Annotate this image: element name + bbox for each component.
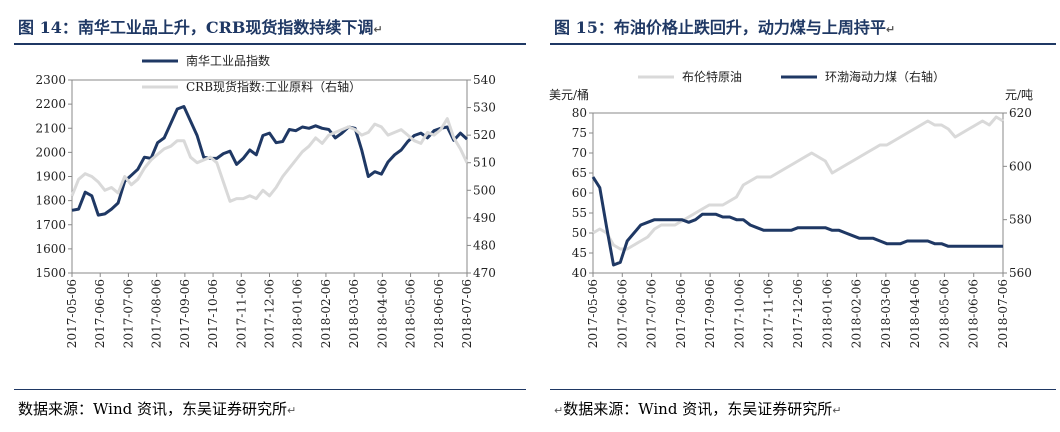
x-axis-tick-label: 2017-05-06 [65,279,79,348]
x-axis-tick-label: 2018-07-06 [460,279,474,348]
series-line [70,117,469,203]
chart-15: 40 45 50 55 60 65 70 75 80 560 580 600 620 2017-05-06… [549,69,1033,348]
left-axis-tick-label: 65 [572,166,587,180]
left-axis-tick-label: 75 [572,126,587,140]
right-axis-tick-label: 540 [473,73,496,87]
right-axis-tick-label: 510 [473,156,496,170]
x-axis-tick-label: 2017-12-06 [791,279,805,348]
x-axis-tick-label: 2018-01-06 [291,279,305,348]
source-text: 数据来源：Wind 资讯，东吴证券研究所 [563,400,833,418]
left-axis-tick-label: 50 [572,226,587,240]
x-axis-tick-label: 2017-09-06 [178,279,192,348]
x-axis-tick-label: 2018-05-06 [404,279,418,348]
x-axis-tick-label: 2018-03-06 [879,279,893,348]
x-axis-tick-label: 2018-06-06 [967,279,981,348]
x-axis-tick-label: 2018-02-06 [850,279,864,348]
x-axis-tick-label: 2017-07-06 [121,279,135,348]
figure-15-panel: 图 15：布油价格止跌回升，动力煤与上周持平↵ 40 45 50 55 60 65 70 75… [536,0,1060,432]
x-axis-tick-label: 2017-10-06 [732,279,746,348]
left-axis-tick-label: 1700 [35,218,66,232]
x-axis-tick-label: 2018-04-06 [908,279,922,348]
left-axis-tick-label: 2000 [35,145,66,159]
source-text: 数据来源：Wind 资讯，东吴证券研究所 [18,400,287,418]
series-line [591,176,1003,267]
chart-14: 1500 1600 1700 1800 1900 2000 2100 2200 2300 470 4… [35,53,496,348]
source-note: 数据来源：Wind 资讯，东吴证券研究所↵ [18,398,296,419]
right-axis-tick-label: 490 [473,211,496,225]
left-axis-tick-label: 2100 [35,121,66,135]
left-axis-unit: 美元/桶 [549,87,589,102]
x-axis-tick-label: 2018-04-06 [375,279,389,348]
x-axis-tick-label: 2017-08-06 [674,279,688,348]
x-axis-tick-label: 2017-07-06 [645,279,659,348]
figure-title: 图 14：南华工业品上升，CRB现货指数持续下调↵ [18,14,383,38]
x-axis-tick-label: 2017-08-06 [150,279,164,348]
title-divider [14,43,526,45]
series-line [592,115,1004,251]
legend-label: 布伦特原油 [682,69,742,84]
paragraph-mark: ↵ [885,23,896,36]
right-axis-tick-label: 530 [473,101,496,115]
x-axis-tick-label: 2017-11-06 [234,279,248,348]
left-axis-tick-label: 70 [572,146,587,160]
x-axis-tick-label: 2018-02-06 [319,279,333,348]
figure-title-text: 图 14：南华工业品上升，CRB现货指数持续下调 [18,18,374,37]
x-axis-tick-label: 2018-07-06 [996,279,1010,348]
right-axis-tick-label: 470 [473,266,496,280]
x-axis-tick-label: 2017-10-06 [206,279,220,348]
left-axis-tick-label: 1600 [35,242,66,256]
left-axis-tick-label: 55 [572,206,587,220]
x-axis-tick-label: 2018-05-06 [937,279,951,348]
right-axis-tick-label: 620 [1009,106,1032,120]
right-axis-tick-label: 520 [473,128,496,142]
right-axis-tick-label: 580 [1009,213,1032,227]
right-axis-tick-label: 560 [1009,266,1032,280]
legend-label: CRB现货指数:工业原料（右轴） [186,79,361,94]
x-axis-tick-label: 2017-12-06 [263,279,277,348]
left-axis-tick-label: 1500 [35,266,66,280]
left-axis-tick-label: 60 [572,186,587,200]
paragraph-mark: ↵ [286,404,297,417]
left-axis-tick-label: 2200 [35,97,66,111]
title-divider [550,43,1056,45]
left-axis-tick-label: 1900 [35,170,66,184]
left-axis-tick-label: 80 [572,106,587,120]
paragraph-mark: ↵ [554,404,564,417]
x-axis-tick-label: 2018-06-06 [432,279,446,348]
left-axis-tick-label: 1800 [35,194,66,208]
right-axis-unit: 元/吨 [1005,88,1033,102]
x-axis-tick-label: 2018-03-06 [347,279,361,348]
figure-14-panel: 图 14：南华工业品上升，CRB现货指数持续下调↵ 1500 1600 1700 18… [14,14,526,419]
x-axis-tick-label: 2017-05-06 [586,279,600,348]
source-divider [14,389,526,390]
figure-title-text: 图 15：布油价格止跌回升，动力煤与上周持平 [554,18,886,37]
paragraph-mark: ↵ [373,23,383,36]
series-line [71,105,469,217]
paragraph-mark: ↵ [832,404,842,417]
left-axis-tick-label: 40 [572,266,587,280]
plot-frame [592,112,1004,274]
right-axis-tick-label: 500 [473,183,496,197]
left-axis-tick-label: 2300 [35,73,66,87]
legend-label: 环渤海动力煤（右轴） [825,69,945,84]
source-divider [550,389,1056,390]
x-axis-tick-label: 2017-11-06 [762,279,776,348]
left-axis-tick-label: 45 [572,246,587,260]
legend-label: 南华工业品指数 [186,53,270,68]
source-note: ↵数据来源：Wind 资讯，东吴证券研究所↵ [554,398,841,419]
figure-title: 图 15：布油价格止跌回升，动力煤与上周持平↵ [554,14,895,38]
right-axis-tick-label: 600 [1009,159,1032,173]
x-axis-tick-label: 2018-01-06 [820,279,834,348]
right-axis-tick-label: 480 [473,238,496,252]
x-axis-tick-label: 2017-06-06 [93,279,107,348]
x-axis-tick-label: 2017-09-06 [703,279,717,348]
x-axis-tick-label: 2017-06-06 [615,279,629,348]
